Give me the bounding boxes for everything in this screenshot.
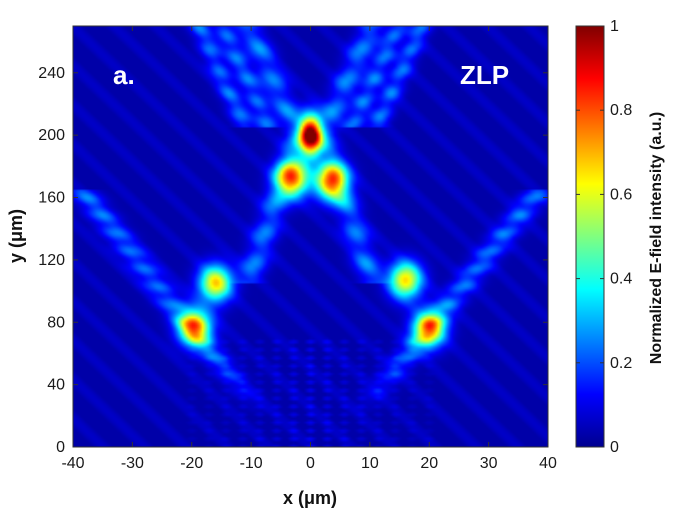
x-tick-label: 40: [539, 455, 557, 472]
y-axis-ticks: 0 40 80 120 160 200 240: [38, 65, 548, 456]
y-tick-label: 240: [38, 65, 65, 82]
x-tick-label: 20: [420, 455, 438, 472]
colorbar-tick-label: 0.8: [610, 102, 632, 119]
x-axis-label: x (μm): [283, 488, 337, 508]
y-tick-label: 40: [47, 377, 65, 394]
colorbar: 0 0.2 0.4 0.6 0.8 1 Normalized E-field intens…: [575, 18, 665, 456]
colorbar-ticks: 0 0.2 0.4 0.6 0.8 1: [576, 18, 632, 456]
heatmap-plot: [73, 26, 548, 447]
colorbar-tick-label: 0.6: [610, 186, 632, 203]
colorbar-tick-label: 0.4: [610, 271, 632, 288]
colorbar-tick-label: 1: [610, 18, 619, 35]
y-tick-label: 0: [56, 439, 65, 456]
colorbar-gradient: [575, 25, 605, 448]
y-tick-label: 80: [47, 314, 65, 331]
x-tick-label: -20: [180, 455, 203, 472]
heatmap-field-image: [73, 26, 548, 447]
x-tick-label: 30: [480, 455, 498, 472]
x-tick-label: -40: [61, 455, 84, 472]
colorbar-label: Normalized E-field intensity (a.u.): [648, 112, 665, 364]
x-tick-label: -30: [121, 455, 144, 472]
colorbar-tick-label: 0.2: [610, 355, 632, 372]
y-tick-label: 200: [38, 127, 65, 144]
x-tick-label: -10: [240, 455, 263, 472]
x-tick-label: 0: [306, 455, 315, 472]
y-axis-label: y (μm): [6, 209, 26, 263]
x-axis-ticks: -40 -30 -20 -10 0 10 20 30 40: [61, 26, 557, 472]
x-tick-label: 10: [361, 455, 379, 472]
y-tick-label: 120: [38, 252, 65, 269]
zlp-annotation: ZLP: [460, 60, 509, 90]
panel-label: a.: [113, 60, 135, 90]
y-tick-label: 160: [38, 190, 65, 207]
colorbar-tick-label: 0: [610, 439, 619, 456]
